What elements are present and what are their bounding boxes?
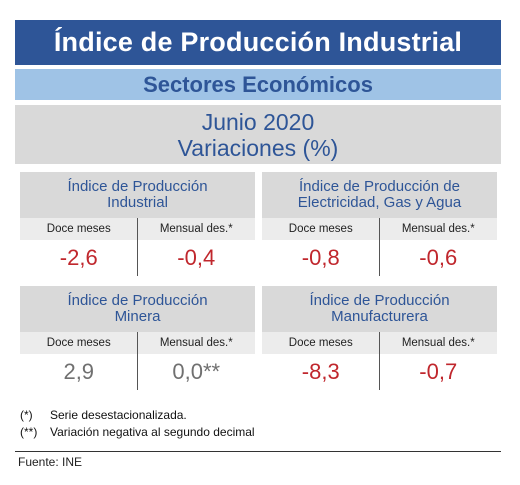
footnote-item: (**) Variación negativa al segundo decima… [20, 424, 500, 441]
col-monthly-label: Mensual des.* [159, 337, 233, 349]
twelve-months-value: -2,6 [59, 245, 98, 270]
panel-values: -2,6 -0,4 [20, 240, 255, 276]
monthly-value: -0,6 [419, 245, 458, 270]
twelve-months-value: -8,3 [301, 359, 340, 384]
footnote-text: Variación negativa al segundo decimal [50, 425, 255, 439]
period-unit: Variaciones (%) [177, 134, 339, 161]
panel-electricity: Índice de Producción de Electricidad, Ga… [262, 172, 497, 276]
col-twelve-months-label: Doce meses [46, 337, 111, 349]
panel-column-headers: Doce meses Mensual des.* [20, 332, 255, 354]
col-twelve-months-label: Doce meses [288, 223, 353, 235]
period-box: Junio 2020 Variaciones (%) [15, 105, 501, 164]
panel-values: 2,9 0,0** [20, 354, 255, 390]
col-monthly-label: Mensual des.* [159, 223, 233, 235]
source-divider [15, 451, 501, 452]
col-monthly-label: Mensual des.* [401, 223, 475, 235]
panel-title: Índice de Producción Minera [20, 286, 255, 332]
panel-title-line2: Electricidad, Gas y Agua [297, 194, 462, 211]
footnote-mark: (*) [20, 408, 33, 422]
period-date: Junio 2020 [201, 108, 315, 135]
col-twelve-months-label: Doce meses [46, 223, 111, 235]
monthly-value: -0,7 [419, 359, 458, 384]
panel-title-line1: Índice de Producción [67, 178, 208, 195]
twelve-months-value: -0,8 [301, 245, 340, 270]
panel-industrial: Índice de Producción Industrial Doce mes… [20, 172, 255, 276]
panel-title: Índice de Producción Manufacturera [262, 286, 497, 332]
footnote-item: (*) Serie desestacionalizada. [20, 407, 500, 424]
panel-title-line1: Índice de Producción [309, 292, 450, 309]
col-monthly-label: Mensual des.* [401, 337, 475, 349]
column-separator [379, 218, 380, 276]
footnotes: (*) Serie desestacionalizada. (**) Variaci… [20, 407, 500, 441]
panel-values: -8,3 -0,7 [262, 354, 497, 390]
panel-title-line1: Índice de Producción de [299, 178, 460, 195]
subtitle: Sectores Económicos [15, 69, 501, 100]
panel-title-line2: Manufacturera [331, 308, 428, 325]
monthly-value: 0,0** [172, 359, 221, 384]
column-separator [137, 332, 138, 390]
panel-title: Índice de Producción Industrial [20, 172, 255, 218]
panel-title-line2: Industrial [107, 194, 168, 211]
panel-values: -0,8 -0,6 [262, 240, 497, 276]
panel-mining: Índice de Producción Minera Doce meses M… [20, 286, 255, 390]
panel-title-line2: Minera [114, 308, 161, 325]
main-title: Índice de Producción Industrial [15, 20, 501, 65]
monthly-value: -0,4 [177, 245, 216, 270]
column-separator [137, 218, 138, 276]
footnote-text: Serie desestacionalizada. [50, 408, 187, 422]
panel-title: Índice de Producción de Electricidad, Ga… [262, 172, 497, 218]
source-text: Fuente: INE [18, 455, 83, 469]
column-separator [379, 332, 380, 390]
twelve-months-value: 2,9 [63, 359, 95, 384]
col-twelve-months-label: Doce meses [288, 337, 353, 349]
footnote-mark: (**) [20, 425, 38, 439]
panel-manufacturing: Índice de Producción Manufacturera Doce … [262, 286, 497, 390]
panel-title-line1: Índice de Producción [67, 292, 208, 309]
